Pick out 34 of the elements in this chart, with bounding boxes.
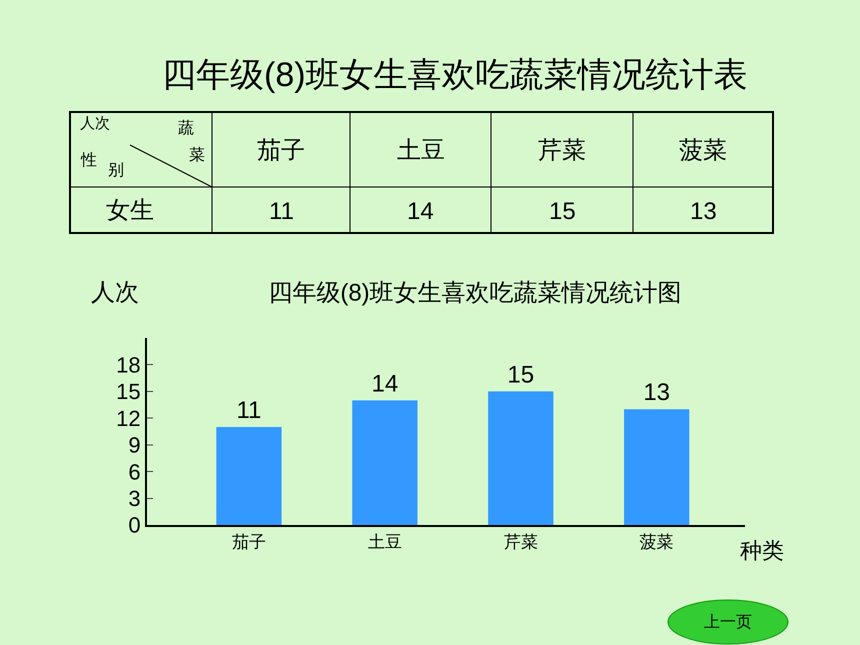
text: 人次 — [80, 115, 110, 132]
text: 四年级(8)班女生喜欢吃蔬菜情况统计表 — [162, 56, 748, 94]
text: 上一页 — [704, 613, 752, 631]
y-tick-label: 15 — [116, 379, 141, 404]
y-axis-title: 人次 — [91, 279, 139, 306]
y-tick-label: 3 — [128, 486, 141, 511]
y-tick-label: 6 — [128, 459, 141, 484]
chart-title: 四年级(8)班女生喜欢吃蔬菜情况统计图 — [268, 279, 682, 306]
category-label: 土豆 — [397, 137, 445, 164]
x-tick-label: 芹菜 — [504, 532, 538, 552]
category-label: 茄子 — [257, 137, 305, 164]
text: 11 — [236, 397, 262, 424]
text: 别 — [108, 162, 124, 179]
text: 15 — [507, 361, 534, 388]
data-label: 13 — [690, 198, 717, 225]
text: 女生 — [106, 197, 154, 224]
category-label: 菠菜 — [679, 137, 727, 164]
y-tick-label: 12 — [116, 406, 141, 431]
x-tick-label: 土豆 — [368, 532, 402, 552]
data-label: 15 — [549, 198, 576, 225]
text: 13 — [643, 379, 670, 406]
text: 14 — [371, 370, 398, 398]
y-tick-label: 9 — [128, 432, 141, 458]
data-label: 14 — [407, 198, 434, 225]
y-tick-label: 0 — [128, 512, 141, 538]
text: 性 — [80, 152, 97, 169]
x-axis-title: 种类 — [740, 538, 784, 563]
y-tick-label: 18 — [116, 352, 141, 378]
text: 蔬 — [178, 119, 194, 137]
text: 菜 — [189, 146, 205, 164]
x-tick-label: 菠菜 — [640, 532, 674, 552]
category-label: 芹菜 — [538, 137, 586, 164]
data-label: 11 — [269, 198, 294, 225]
x-tick-label: 茄子 — [232, 532, 266, 552]
